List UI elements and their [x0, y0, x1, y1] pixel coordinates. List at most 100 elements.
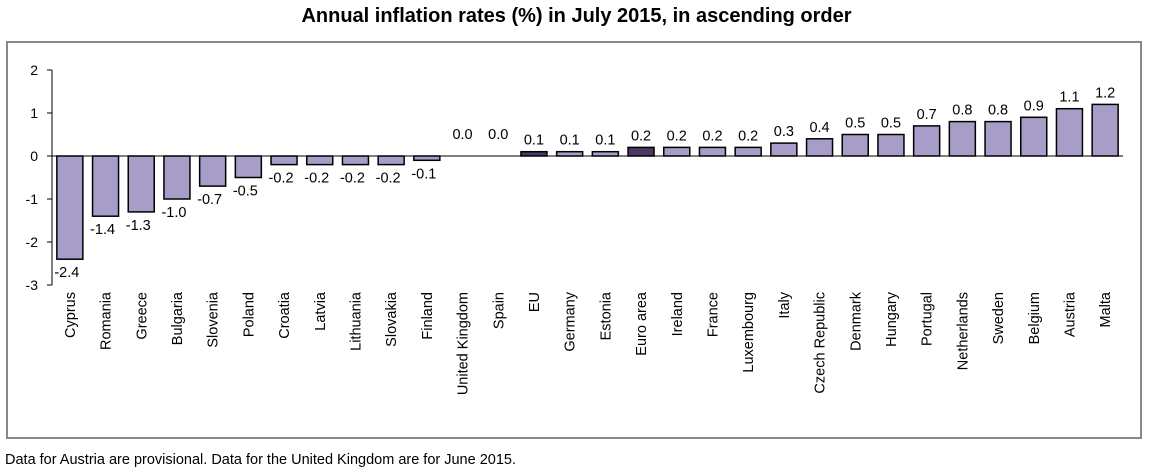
data-label: 0.8 — [988, 103, 1008, 119]
bar — [306, 155, 334, 166]
x-tick-label: Hungary — [884, 291, 900, 347]
x-tick-label: Greece — [134, 292, 150, 340]
bar — [734, 146, 762, 157]
bar — [984, 120, 1012, 157]
bar — [127, 155, 155, 213]
data-label: 0.7 — [917, 107, 937, 123]
x-tick-label: Denmark — [848, 291, 864, 351]
data-label: 0.1 — [560, 133, 580, 149]
x-tick-label: Lithuania — [348, 291, 364, 351]
bar — [198, 155, 227, 187]
value-labels: -2.4 -1.4 -1.3 -1.0 -0.7 -0.5 -0.2 -0.2 -0.2 -0.2… — [54, 85, 1115, 281]
data-label: -2.4 — [54, 265, 79, 281]
bar — [270, 155, 298, 166]
bar — [841, 133, 869, 157]
data-label: 0.2 — [667, 128, 687, 144]
x-tick-label: Luxembourg — [741, 292, 757, 373]
y-tick-label: -1 — [26, 191, 39, 207]
data-label: 0.5 — [881, 116, 901, 132]
footnote: Data for Austria are provisional. Data f… — [5, 452, 517, 468]
y-tick-label: -3 — [26, 277, 39, 293]
data-label: 0.1 — [595, 133, 615, 149]
x-tick-label: Sweden — [991, 292, 1007, 344]
x-tick-label: Bulgaria — [170, 291, 186, 345]
y-tick-label: -2 — [26, 234, 39, 250]
bar — [413, 155, 441, 162]
x-tick-label: Portugal — [920, 292, 936, 346]
bar — [948, 120, 977, 157]
x-tick-label: Croatia — [277, 291, 293, 339]
data-label: 0.2 — [702, 128, 722, 144]
x-tick-label: Romania — [99, 291, 115, 350]
x-tick-label: Finland — [420, 292, 436, 340]
x-tick-label: Belgium — [1027, 292, 1043, 344]
data-label: -0.2 — [304, 171, 329, 187]
x-tick-label: Latvia — [313, 291, 329, 331]
data-label: -0.2 — [376, 171, 401, 187]
chart-title: Annual inflation rates (%) in July 2015,… — [301, 5, 852, 27]
bar — [341, 155, 370, 166]
x-tick-label: Estonia — [598, 291, 614, 340]
bar — [163, 155, 191, 200]
x-tick-label: Poland — [241, 292, 257, 337]
data-label: 0.5 — [845, 116, 865, 132]
bar — [56, 155, 84, 260]
x-tick-label: Netherlands — [955, 292, 971, 370]
y-tick-label: 0 — [30, 148, 38, 164]
x-tick-label: Euro area — [634, 291, 650, 356]
data-label: -1.3 — [126, 218, 151, 234]
bar — [234, 155, 263, 179]
bar — [1055, 107, 1084, 157]
x-tick-label: Slovenia — [206, 291, 222, 348]
bar — [770, 142, 798, 157]
y-axis: -3 -2 -1 0 1 2 — [26, 62, 53, 293]
x-tick-label: Slovakia — [384, 291, 400, 347]
bar — [663, 146, 691, 157]
bar — [1020, 116, 1048, 157]
bar — [91, 155, 120, 217]
bar — [591, 150, 620, 157]
data-label: -0.1 — [411, 166, 436, 182]
bar — [627, 146, 655, 157]
data-label: 1.2 — [1095, 85, 1115, 101]
x-tick-label: Austria — [1062, 291, 1078, 337]
data-label: 0.4 — [809, 120, 829, 136]
bar — [1091, 103, 1119, 157]
bar — [805, 138, 834, 157]
data-label: -1.4 — [90, 222, 115, 238]
y-tick-label: 2 — [30, 62, 38, 78]
data-label: -0.5 — [233, 184, 258, 200]
x-axis-labels: Cyprus Romania Greece Bulgaria Slovenia Polan… — [63, 291, 1114, 395]
data-label: 0.0 — [488, 127, 508, 143]
bar — [377, 155, 405, 166]
bars — [56, 103, 1119, 260]
x-tick-label: Malta — [1098, 291, 1114, 327]
bar — [698, 146, 727, 157]
x-tick-label: Germany — [563, 291, 579, 351]
data-label: 0.3 — [774, 124, 794, 140]
data-label: -0.2 — [340, 171, 365, 187]
data-label: -1.0 — [161, 205, 186, 221]
data-label: 0.2 — [738, 128, 758, 144]
data-label: 0.9 — [1024, 98, 1044, 114]
plot-frame — [6, 41, 1142, 439]
bar — [912, 125, 941, 157]
x-tick-label: Cyprus — [63, 292, 79, 338]
x-tick-label: EU — [527, 292, 543, 312]
x-tick-label: Czech Republic — [813, 292, 829, 394]
data-label: 0.0 — [452, 127, 472, 143]
x-tick-label: Ireland — [670, 292, 686, 336]
data-label: 1.1 — [1059, 90, 1079, 106]
x-tick-label: Italy — [777, 291, 793, 318]
data-label: 0.1 — [524, 133, 544, 149]
x-tick-label: Spain — [491, 292, 507, 329]
bar — [877, 133, 905, 157]
bar — [520, 150, 548, 157]
bar — [555, 150, 584, 157]
data-label: -0.7 — [197, 192, 222, 208]
x-tick-label: United Kingdom — [456, 292, 472, 395]
x-tick-label: France — [705, 292, 721, 337]
y-tick-label: 1 — [30, 105, 38, 121]
data-label: 0.2 — [631, 128, 651, 144]
